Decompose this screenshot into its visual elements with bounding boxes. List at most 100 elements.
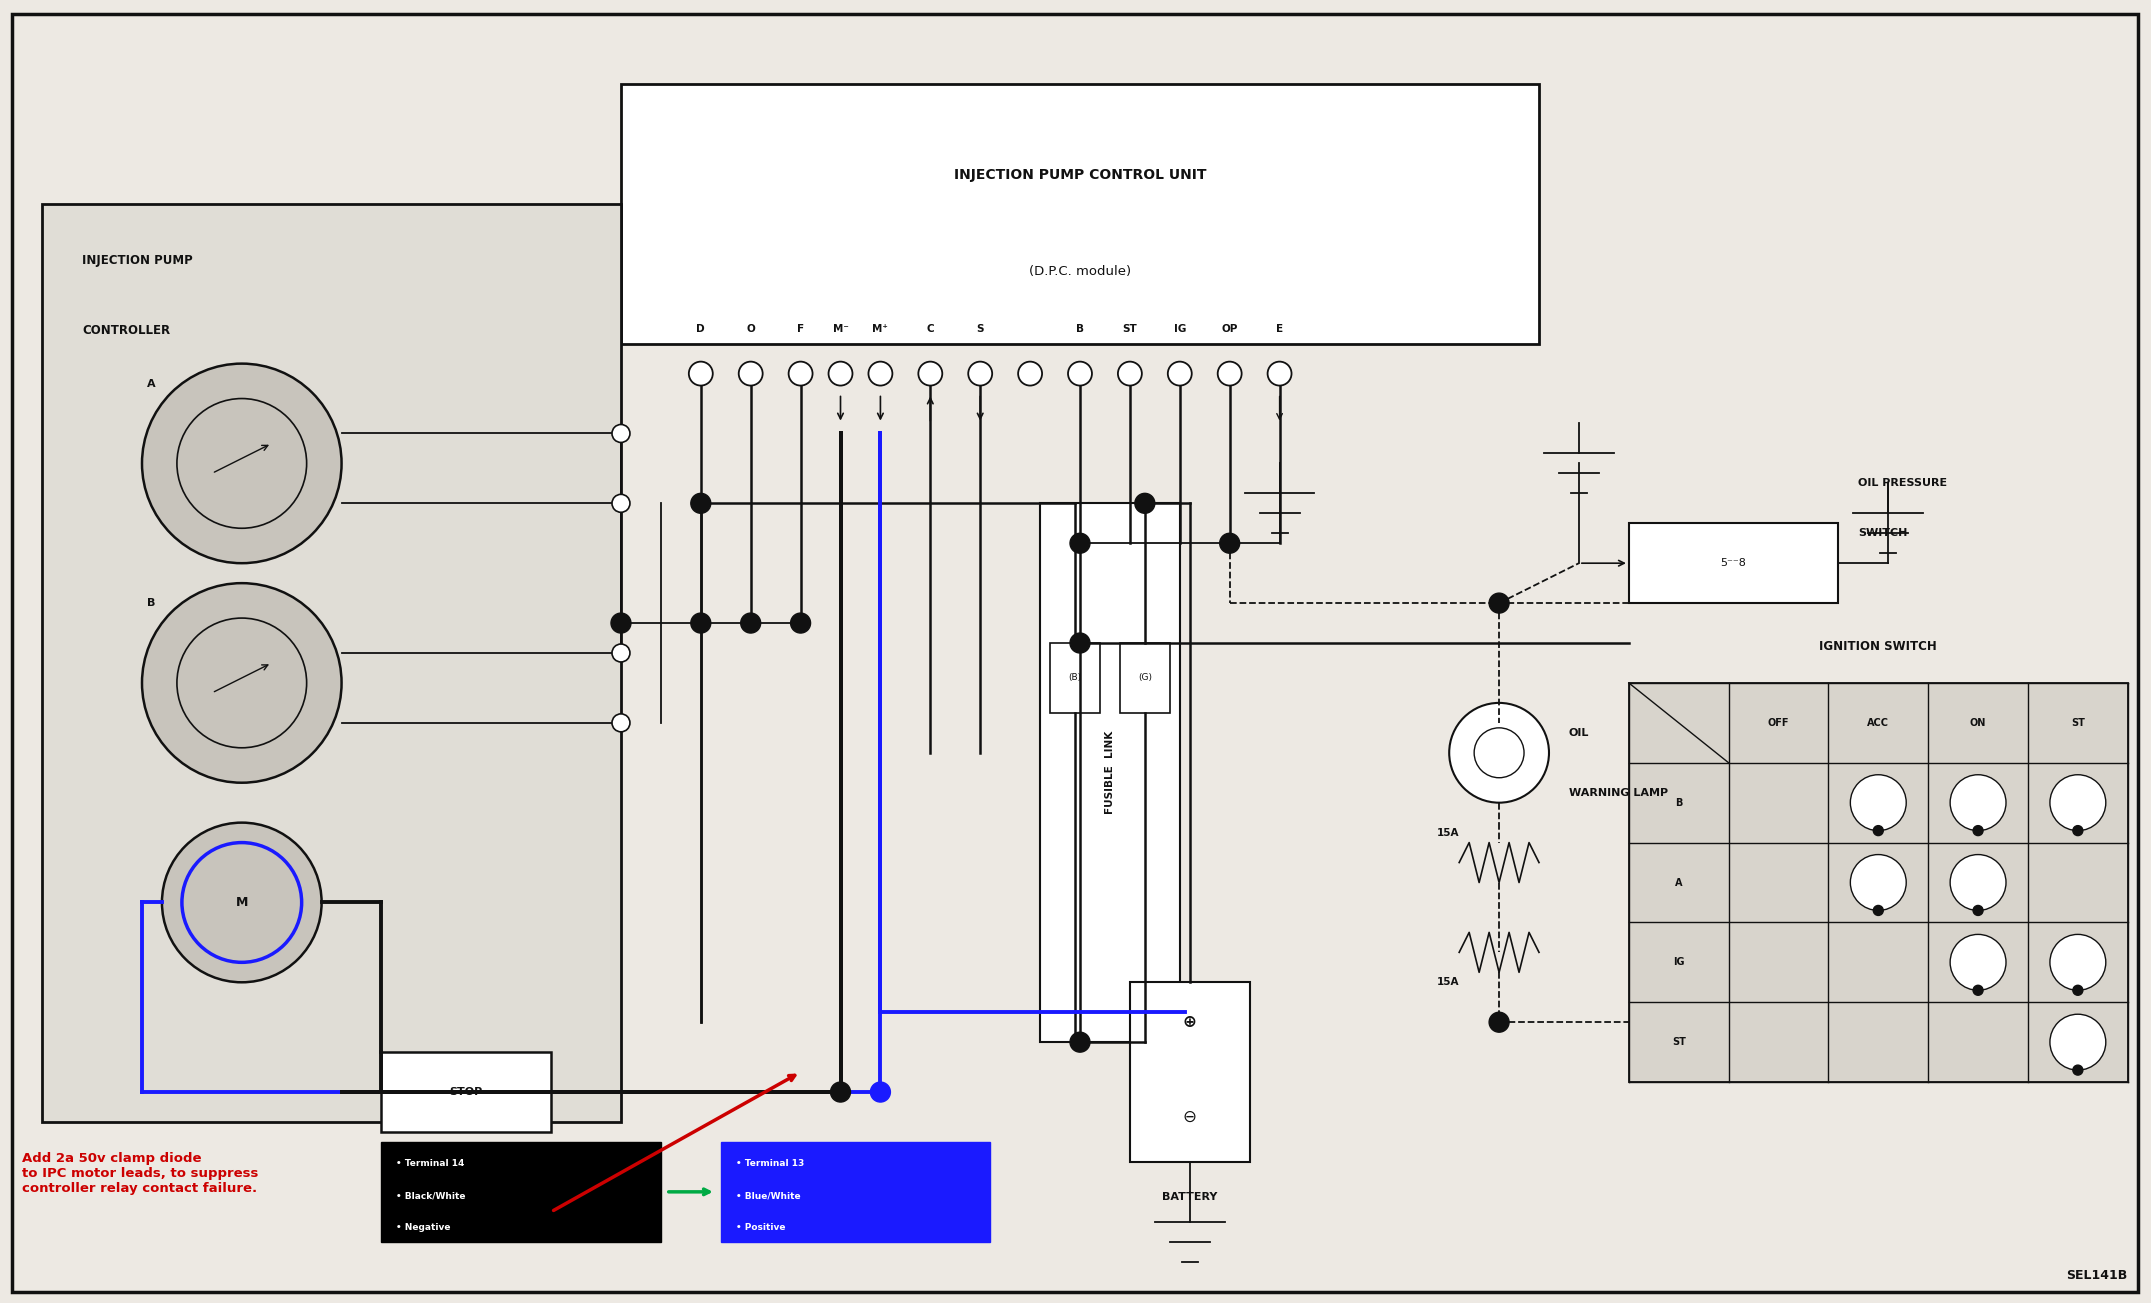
Circle shape: [1488, 1012, 1510, 1032]
Text: OIL: OIL: [1568, 728, 1590, 737]
Circle shape: [968, 362, 992, 386]
Bar: [381, 1141, 660, 1242]
Circle shape: [1220, 533, 1239, 554]
Circle shape: [1450, 702, 1549, 803]
Text: 15A: 15A: [1437, 827, 1458, 838]
Text: S: S: [977, 323, 983, 334]
Circle shape: [830, 1081, 850, 1102]
Circle shape: [869, 362, 893, 386]
Circle shape: [1488, 593, 1510, 614]
Text: OP: OP: [1222, 323, 1237, 334]
Text: ACC: ACC: [1867, 718, 1889, 728]
Circle shape: [1874, 906, 1884, 916]
Circle shape: [1267, 362, 1291, 386]
Text: B: B: [146, 598, 155, 609]
Bar: [721, 1141, 989, 1242]
Text: • Positive: • Positive: [736, 1224, 785, 1233]
Text: IG: IG: [1174, 323, 1185, 334]
Text: 15A: 15A: [1437, 977, 1458, 988]
Bar: [1129, 982, 1250, 1162]
Bar: [1628, 524, 1839, 603]
Text: • Terminal 13: • Terminal 13: [736, 1160, 804, 1169]
Circle shape: [871, 1081, 891, 1102]
Circle shape: [1972, 826, 1983, 835]
Text: STOP: STOP: [450, 1087, 484, 1097]
Text: IGNITION SWITCH: IGNITION SWITCH: [1820, 640, 1938, 653]
Text: M: M: [237, 896, 247, 909]
Text: CONTROLLER: CONTROLLER: [82, 323, 170, 336]
Circle shape: [1850, 775, 1906, 830]
Circle shape: [2050, 1014, 2106, 1070]
Text: B: B: [1076, 323, 1084, 334]
Text: WARNING LAMP: WARNING LAMP: [1568, 788, 1667, 797]
Circle shape: [1168, 362, 1192, 386]
Text: • Black/White: • Black/White: [396, 1191, 467, 1200]
Bar: [381, 1052, 551, 1132]
Circle shape: [1069, 362, 1093, 386]
Text: C: C: [927, 323, 934, 334]
Circle shape: [1972, 985, 1983, 995]
Text: D: D: [697, 323, 706, 334]
Circle shape: [738, 362, 764, 386]
Circle shape: [1069, 633, 1091, 653]
Circle shape: [1069, 1032, 1091, 1052]
Circle shape: [161, 822, 323, 982]
Text: SWITCH: SWITCH: [1858, 528, 1908, 538]
Text: B: B: [1676, 797, 1682, 808]
Circle shape: [1951, 855, 2007, 911]
Circle shape: [1217, 362, 1241, 386]
Text: ST: ST: [1123, 323, 1138, 334]
Circle shape: [1069, 533, 1091, 554]
Bar: [1628, 683, 2127, 1081]
Circle shape: [1951, 775, 2007, 830]
Circle shape: [2074, 826, 2082, 835]
Text: Add 2a 50v clamp diode
to IPC motor leads, to suppress
controller relay contact : Add 2a 50v clamp diode to IPC motor lead…: [22, 1152, 258, 1195]
Text: OIL PRESSURE: OIL PRESSURE: [1858, 478, 1947, 489]
Circle shape: [142, 584, 342, 783]
Circle shape: [789, 362, 813, 386]
Text: • Terminal 14: • Terminal 14: [396, 1160, 465, 1169]
Circle shape: [1951, 934, 2007, 990]
Circle shape: [918, 362, 942, 386]
Bar: [1050, 642, 1099, 713]
Circle shape: [688, 362, 712, 386]
Circle shape: [2050, 934, 2106, 990]
Text: FUSIBLE  LINK: FUSIBLE LINK: [1106, 731, 1114, 814]
Text: BATTERY: BATTERY: [1162, 1192, 1217, 1201]
Text: ST: ST: [1671, 1037, 1686, 1048]
Circle shape: [740, 614, 761, 633]
Circle shape: [1136, 494, 1155, 513]
Text: A: A: [1676, 877, 1682, 887]
Text: ⊕: ⊕: [1183, 1012, 1196, 1031]
Circle shape: [1850, 855, 1906, 911]
Circle shape: [1972, 906, 1983, 916]
Text: OFF: OFF: [1768, 718, 1790, 728]
Text: INJECTION PUMP: INJECTION PUMP: [82, 254, 194, 267]
Circle shape: [611, 614, 630, 633]
Text: A: A: [146, 379, 155, 388]
Circle shape: [2074, 985, 2082, 995]
Text: F: F: [798, 323, 804, 334]
Circle shape: [613, 425, 630, 443]
Circle shape: [1017, 362, 1041, 386]
Text: M⁺: M⁺: [873, 323, 888, 334]
Circle shape: [690, 614, 710, 633]
Text: (D.P.C. module): (D.P.C. module): [1028, 265, 1131, 278]
Text: M⁻: M⁻: [832, 323, 847, 334]
Bar: [622, 85, 1538, 344]
Text: O: O: [746, 323, 755, 334]
Text: (B): (B): [1069, 674, 1082, 683]
Text: (G): (G): [1138, 674, 1151, 683]
Bar: [1041, 503, 1179, 1042]
Circle shape: [613, 714, 630, 732]
Text: SEL141B: SEL141B: [2067, 1269, 2127, 1282]
Circle shape: [613, 494, 630, 512]
Text: INJECTION PUMP CONTROL UNIT: INJECTION PUMP CONTROL UNIT: [953, 168, 1207, 182]
Bar: [43, 205, 622, 1122]
Circle shape: [792, 614, 811, 633]
Circle shape: [690, 494, 710, 513]
Text: ST: ST: [2071, 718, 2084, 728]
Circle shape: [142, 364, 342, 563]
Circle shape: [613, 644, 630, 662]
Text: E: E: [1276, 323, 1284, 334]
